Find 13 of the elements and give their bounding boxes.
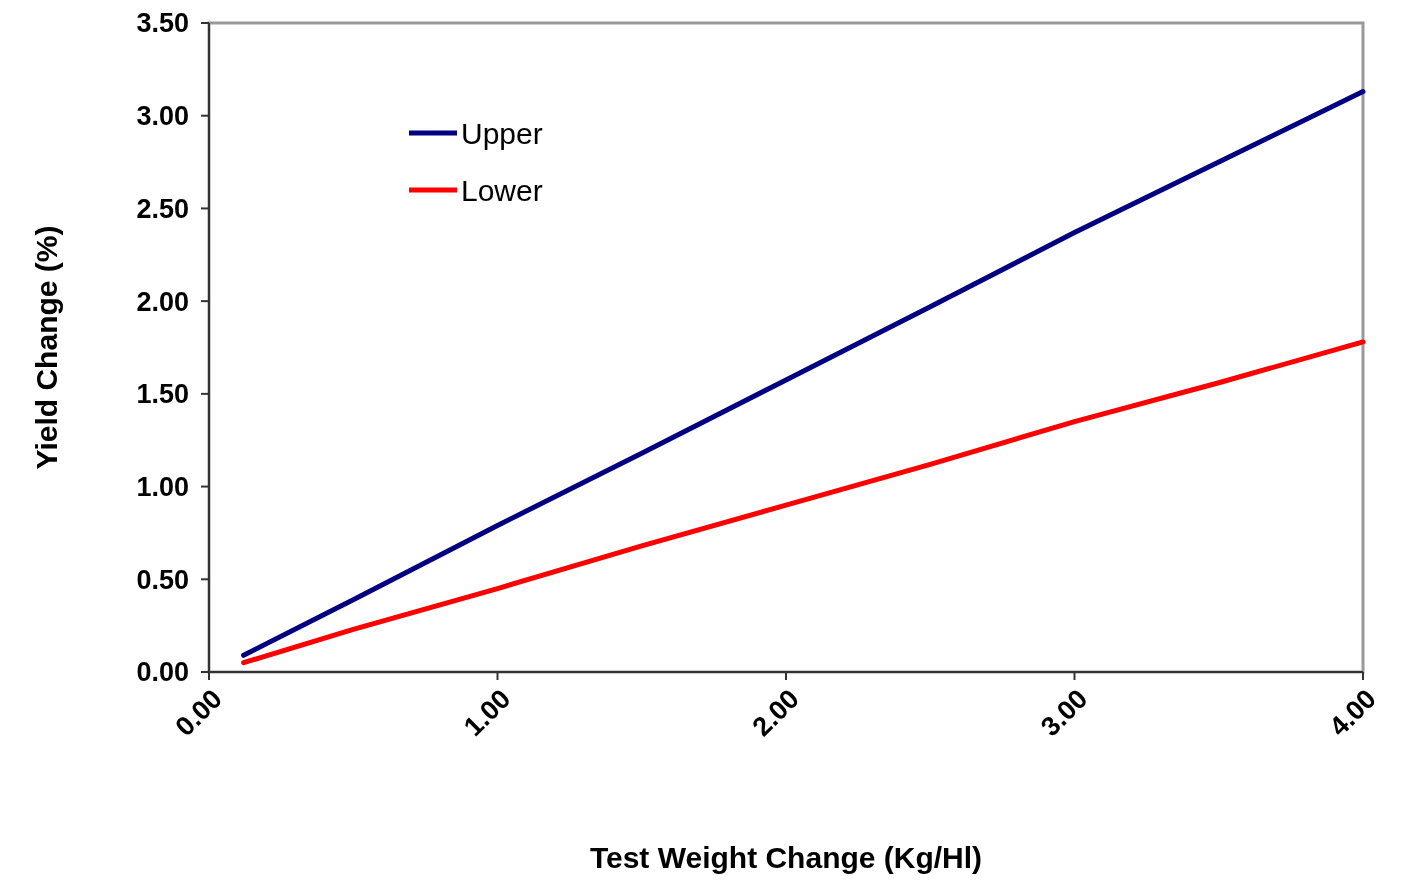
y-axis-title: Yield Change (%) bbox=[29, 225, 63, 470]
y-tick-label: 3.00 bbox=[136, 101, 189, 132]
y-tick-label: 2.50 bbox=[136, 193, 189, 224]
y-tick-label: 0.00 bbox=[136, 657, 189, 688]
legend-label: Upper bbox=[461, 116, 543, 150]
legend-label: Lower bbox=[461, 173, 543, 207]
x-tick-label: 4.00 bbox=[1323, 683, 1382, 743]
y-tick-label: 1.50 bbox=[136, 379, 189, 410]
x-axis-title: Test Weight Change (Kg/Hl) bbox=[589, 841, 983, 874]
y-tick-label: 1.00 bbox=[136, 472, 189, 503]
y-tick-label: 0.50 bbox=[136, 564, 189, 595]
y-tick-label: 3.50 bbox=[136, 8, 189, 39]
y-tick-label: 2.00 bbox=[136, 286, 189, 317]
